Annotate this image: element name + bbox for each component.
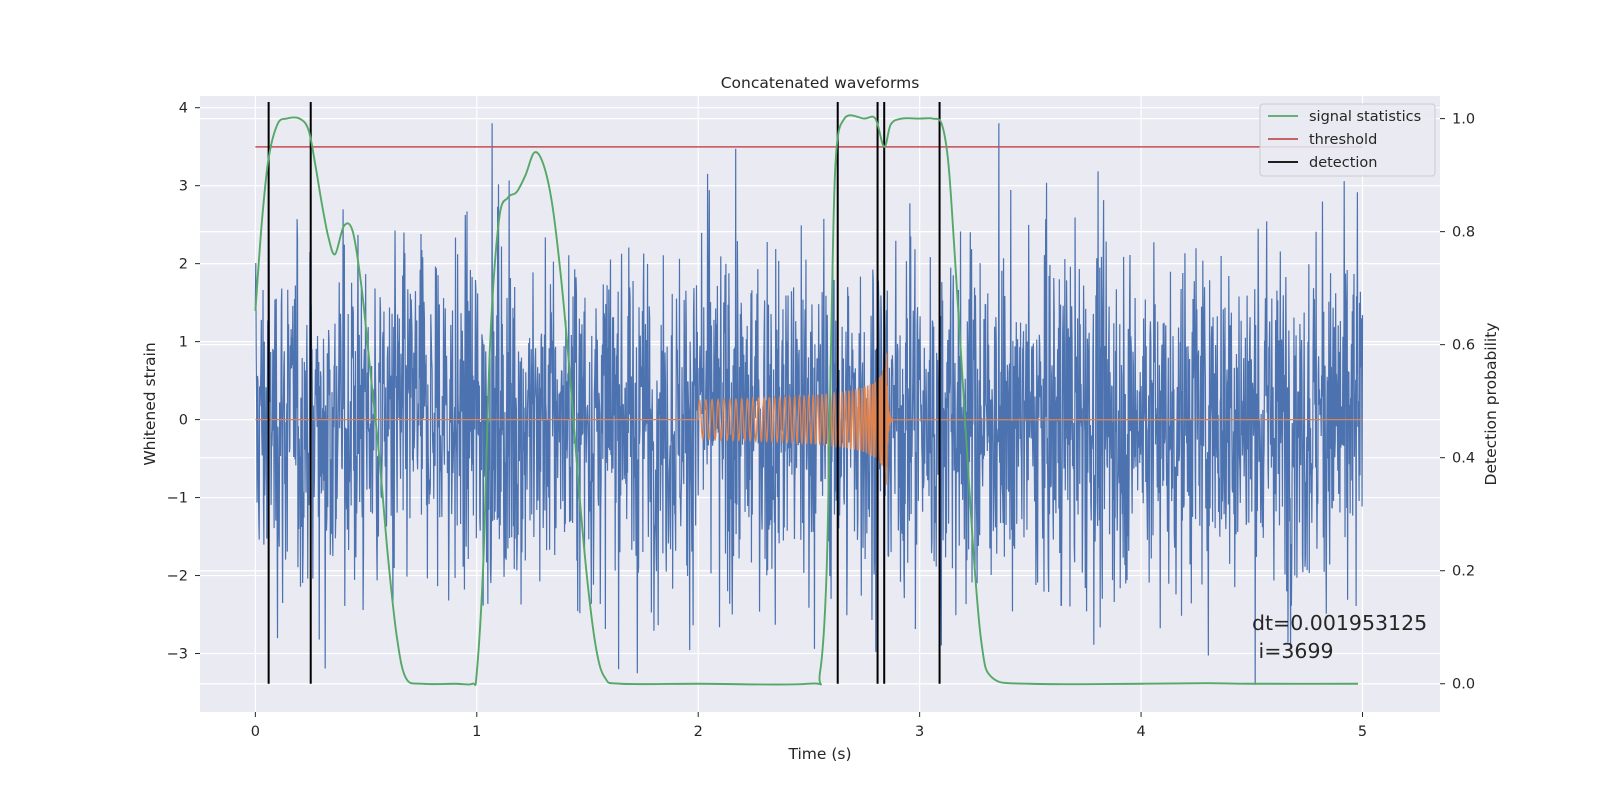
legend-box: [1259, 103, 1436, 177]
plot-area: [254, 102, 1364, 687]
x-tick-label: 5: [1358, 724, 1367, 740]
y-left-tick-label: −1: [167, 491, 188, 507]
legend: signal statistics threshold detection: [1259, 103, 1436, 177]
annotation-dt: dt=0.001953125: [1252, 611, 1427, 635]
annotation: dt=0.001953125 i=3699: [1252, 611, 1427, 663]
y-right-tick-label: 0.2: [1452, 564, 1475, 580]
legend-label-signal-statistics: signal statistics: [1309, 109, 1421, 125]
signal-statistics-series: [254, 114, 1359, 687]
x-tick-label: 4: [1136, 724, 1145, 740]
x-axis-label: Time (s): [787, 745, 851, 763]
y-right-tick-label: 0.0: [1452, 677, 1475, 693]
annotation-index: i=3699: [1252, 639, 1334, 663]
legend-label-threshold: threshold: [1309, 132, 1377, 148]
ticks: 0 1 2 3 4 5 −3 −2 −1 0 1 2 3 4 0.0 0.2 0.4 0.6 0.8 1.0: [167, 101, 1475, 740]
y-left-tick-label: −2: [167, 569, 188, 585]
chart-title: Concatenated waveforms: [721, 74, 920, 92]
x-tick-label: 2: [694, 724, 703, 740]
y-left-tick-label: 3: [179, 179, 188, 195]
y-left-tick-label: 0: [179, 413, 188, 429]
x-tick-label: 1: [472, 724, 481, 740]
x-tick-label: 0: [251, 724, 260, 740]
chirp-series: [255, 353, 1363, 485]
y-right-tick-label: 0.4: [1452, 451, 1475, 467]
y-axis-left-label: Whitened strain: [141, 342, 159, 465]
y-right-tick-label: 1.0: [1452, 112, 1475, 128]
y-axis-right-label: Detection probability: [1482, 323, 1500, 486]
y-left-tick-label: 1: [179, 335, 188, 351]
y-right-tick-label: 0.8: [1452, 225, 1475, 241]
y-left-tick-label: −3: [167, 647, 188, 663]
y-left-tick-label: 4: [179, 101, 188, 117]
x-tick-label: 3: [915, 724, 924, 740]
y-left-tick-label: 2: [179, 257, 188, 273]
noise-series: [254, 123, 1364, 685]
legend-label-detection: detection: [1309, 155, 1377, 171]
y-right-tick-label: 0.6: [1452, 338, 1475, 354]
